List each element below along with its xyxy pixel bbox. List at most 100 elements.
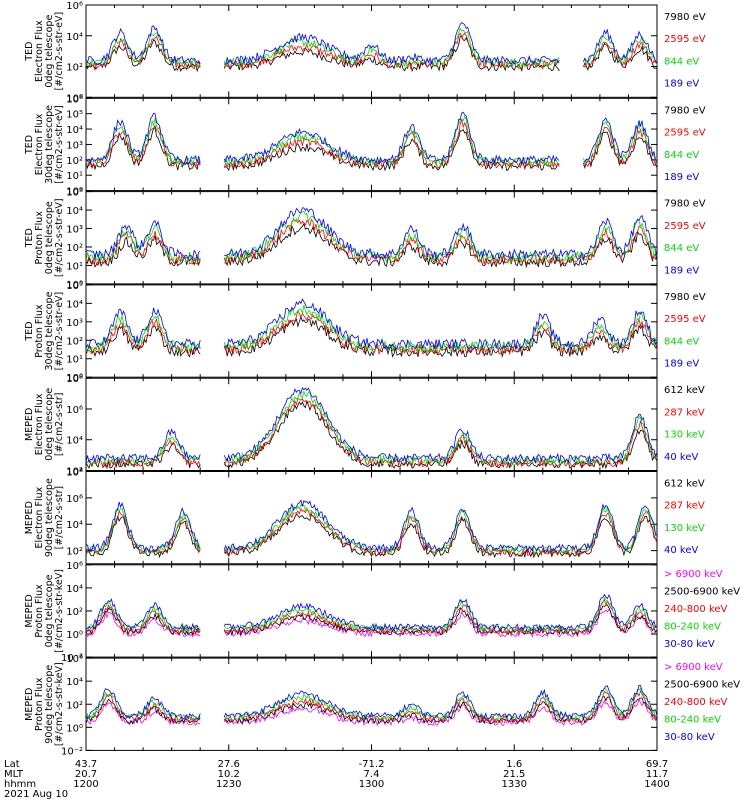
y-tick-label: 10⁴ [66, 125, 83, 136]
y-tick-label: 10⁴ [66, 520, 83, 531]
legend-entry: 2595 eV [664, 34, 706, 45]
y-axis-label-line: Electron Flux [34, 113, 45, 175]
legend-entry: 287 keV [664, 501, 705, 512]
y-tick-label: 10⁻² [61, 746, 83, 757]
legend-entry: 7980 eV [664, 292, 706, 303]
y-axis-label-line: 0deg telescope [44, 574, 55, 647]
y-tick-label: 10² [66, 467, 83, 478]
y-tick-label: 10⁰ [66, 630, 83, 641]
y-tick-label: 10⁵ [66, 110, 83, 121]
y-axis-label-line: Proton Flux [34, 677, 45, 731]
legend-entry: 612 keV [664, 385, 705, 396]
x-tick-value: 1.6 [506, 759, 522, 770]
y-axis-label: TEDProton Flux30deg telescope[#/cm2-s-st… [24, 291, 65, 370]
y-axis-label: TEDElectron Flux30deg telescope[#/cm2-s-… [24, 105, 65, 184]
y-axis-label-line: TED [24, 135, 35, 155]
series-line [85, 35, 658, 73]
legend-entry: 2500-6900 keV [664, 680, 740, 691]
y-axis-label-line: 90deg telescope [44, 665, 55, 744]
x-tick-value: 1400 [644, 779, 669, 790]
y-tick-label: 10² [66, 336, 83, 347]
x-tick-value: 27.6 [218, 759, 240, 770]
series-line [85, 687, 658, 722]
y-tick-label: 10⁴ [66, 206, 83, 217]
x-tick-value: 21.5 [503, 769, 525, 780]
y-tick-label: 10⁶ [66, 494, 83, 505]
legend-entry: 844 eV [664, 150, 699, 161]
x-row-label: MLT [4, 769, 24, 780]
y-axis-label-line: [#/cm2-s-str-eV] [54, 292, 65, 371]
y-tick-label: 10¹ [66, 171, 83, 182]
y-axis-label-line: [#/cm2-s-str] [54, 486, 65, 549]
y-axis-label-line: [#/cm2-s-str-keV] [54, 662, 65, 746]
legend-entry: 612 keV [664, 479, 705, 490]
y-axis-label-line: 30deg telescope [44, 291, 55, 370]
y-tick-label: 10³ [66, 140, 83, 151]
legend-entry: 80-240 keV [664, 715, 721, 726]
y-tick-label: 10⁶ [66, 654, 83, 665]
series-line [85, 684, 658, 721]
y-axis-label: TEDElectron Flux0deg telescope[#/cm2-s-s… [24, 12, 65, 91]
y-axis-label-line: [#/cm2-s-str-eV] [54, 198, 65, 277]
y-axis-label-line: 30deg telescope [44, 105, 55, 184]
date-label: 2021 Aug 10 [4, 789, 68, 800]
y-axis-label-line: TED [24, 42, 35, 62]
x-tick-value: 1200 [73, 779, 98, 790]
panel-8: 10⁻² 10⁰ 10² 10⁴ 10⁶ MEPEDProton Flux90deg te… [24, 654, 740, 757]
y-axis-label-line: 90deg telescope [44, 478, 55, 557]
panel-frame [85, 564, 658, 658]
panel-frame [85, 657, 658, 751]
y-tick-label: 10³ [66, 318, 83, 329]
legend-entry: 2595 eV [664, 221, 706, 232]
series-line [85, 387, 658, 464]
y-tick-label: 10⁰ [66, 723, 83, 734]
y-axis-label-line: Proton Flux [34, 584, 45, 638]
x-tick-value: 1300 [359, 779, 384, 790]
y-axis-label-line: MEPED [24, 688, 35, 721]
y-tick-label: 10² [66, 700, 83, 711]
y-tick-label: 10⁶ [66, 405, 83, 416]
legend-entry: 40 keV [664, 452, 698, 463]
x-tick-value: 11.7 [646, 769, 668, 780]
x-tick-value: 1230 [216, 779, 241, 790]
y-tick-label: 10⁶ [66, 561, 83, 572]
y-axis-label-line: 0deg telescope [44, 15, 55, 88]
y-axis-label-line: TED [24, 228, 35, 248]
x-row-label: hhmm [4, 779, 36, 790]
y-axis-label: MEPEDElectron Flux90deg telescope[#/cm2-… [24, 478, 65, 557]
legend-entry: 40 keV [664, 545, 698, 556]
series-line [85, 389, 658, 466]
series-line [85, 503, 658, 555]
y-axis-label-line: Proton Flux [34, 211, 45, 265]
legend-entry: > 6900 keV [664, 662, 723, 673]
y-tick-label: 10⁴ [66, 32, 83, 43]
x-tick-value: 43.7 [75, 759, 97, 770]
series-line [85, 499, 658, 553]
y-axis-label: TEDProton Flux0deg telescope[#/cm2-s-str… [24, 198, 65, 277]
legend-entry: 7980 eV [664, 12, 706, 23]
y-tick-label: 10¹ [66, 261, 83, 272]
x-tick-value: 10.2 [218, 769, 240, 780]
y-tick-label: 10² [66, 156, 83, 167]
y-tick-label: 10⁴ [66, 677, 83, 688]
series-line [85, 298, 658, 350]
y-axis-label-line: TED [24, 321, 35, 341]
legend-entry: 2595 eV [664, 128, 706, 139]
series-line [85, 27, 658, 68]
y-axis-label-line: Electron Flux [34, 486, 45, 548]
series-line [85, 22, 658, 66]
y-tick-label: 10⁵ [66, 188, 83, 199]
legend-entry: 30-80 keV [664, 732, 715, 743]
legend-entry: 189 eV [664, 172, 699, 183]
series-line [85, 115, 658, 168]
legend-entry: 844 eV [664, 56, 699, 67]
y-tick-label: 10⁰ [66, 187, 83, 198]
